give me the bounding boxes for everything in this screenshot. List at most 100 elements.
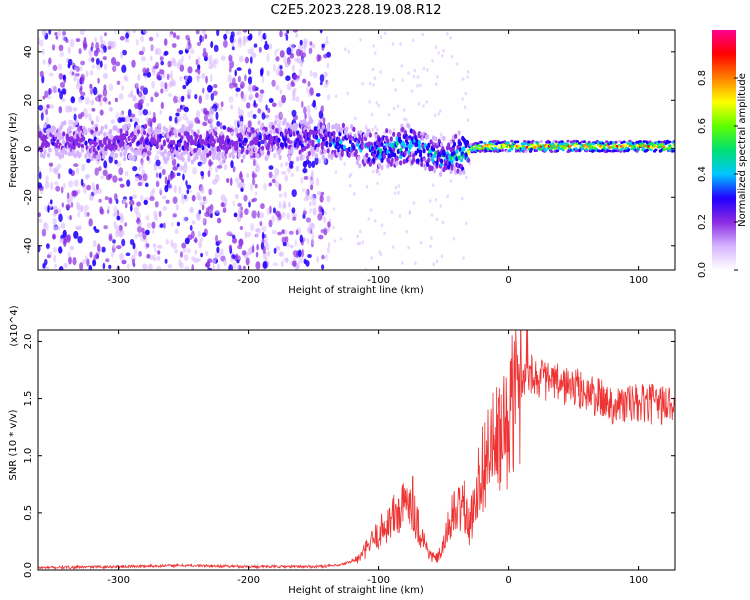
spectrogram-cell	[450, 54, 454, 59]
spectrogram-cell	[249, 195, 253, 204]
spectrogram-cell	[429, 139, 433, 145]
spectrogram-cell	[38, 212, 41, 218]
snr-x-tick-label: -100	[367, 575, 390, 586]
spectrogram-cell	[99, 109, 104, 116]
spectrogram-cell	[135, 38, 139, 46]
spectrogram-cell	[124, 222, 128, 227]
spectrogram-cell	[187, 66, 193, 74]
spectrogram-cell	[183, 194, 187, 200]
spectrogram-cell	[261, 231, 265, 240]
spectrogram-y-tick-label: 20	[23, 94, 34, 107]
spectrogram-cell	[325, 257, 331, 262]
spectrogram-cell	[75, 119, 79, 125]
spectrogram-cell	[196, 191, 201, 201]
spectrogram-cell	[327, 153, 331, 159]
spectrogram-cell	[243, 265, 246, 270]
spectrogram-cell	[45, 266, 49, 270]
spectrogram-cell	[161, 168, 166, 176]
spectrogram-cell	[278, 127, 282, 133]
spectrogram-cell	[383, 131, 386, 135]
spectrogram-cell	[163, 222, 166, 229]
spectrogram-cell	[261, 150, 265, 156]
spectrogram-cell	[272, 152, 277, 159]
spectrogram-cell	[513, 140, 518, 144]
spectrogram-cell	[266, 207, 270, 216]
spectrogram-cell	[179, 64, 185, 72]
spectrogram-cell	[171, 43, 177, 48]
spectrogram-cell	[409, 128, 413, 134]
spectrogram-cell	[447, 144, 451, 150]
spectrogram-cell	[304, 113, 307, 120]
spectrogram-cell	[171, 158, 177, 167]
spectrogram-cell	[186, 184, 192, 190]
spectrogram-cell	[240, 134, 244, 140]
spectrogram-cell	[348, 174, 352, 179]
spectrogram-cell	[302, 78, 307, 84]
spectrogram-cell	[58, 213, 63, 223]
spectrogram-cell	[98, 166, 102, 172]
spectrogram-cell	[119, 112, 124, 119]
spectrogram-cell	[530, 147, 534, 151]
spectrogram-cell	[306, 105, 311, 114]
spectrogram-cell	[432, 262, 436, 267]
spectrogram-cell	[75, 225, 80, 230]
spectrogram-cell	[493, 144, 498, 148]
spectrogram-cell	[105, 258, 110, 263]
spectrogram-cell	[647, 144, 651, 148]
spectrogram-cell	[73, 113, 77, 121]
spectrogram-cell	[159, 110, 163, 115]
spectrogram-cell	[41, 75, 45, 84]
spectrogram-cell	[311, 160, 316, 168]
spectrogram-cell	[132, 30, 137, 33]
spectrogram-cell	[614, 140, 618, 144]
spectrogram-cell	[102, 97, 108, 102]
spectrogram-cell	[186, 146, 190, 152]
spectrogram-cell	[466, 70, 470, 74]
spectrogram-cell	[232, 234, 236, 239]
spectrogram-cell	[108, 264, 112, 269]
spectrogram-cell	[61, 35, 67, 42]
spectrogram-cell	[75, 66, 80, 72]
spectrogram-cell	[163, 50, 169, 56]
spectrogram-cell	[293, 126, 297, 132]
spectrogram-cell	[372, 83, 375, 87]
spectrogram-cell	[86, 212, 90, 217]
spectrogram-cell	[61, 98, 66, 102]
spectrogram-cell	[259, 221, 263, 227]
spectrogram-cell	[193, 147, 197, 154]
spectrogram-cell	[64, 150, 68, 156]
spectrogram-cell	[157, 250, 161, 255]
spectrogram-cell	[105, 174, 112, 181]
spectrogram-cell	[209, 146, 213, 152]
spectrogram-cell	[72, 107, 78, 112]
spectrogram-cell	[292, 87, 297, 94]
spectrogram-cell	[310, 170, 314, 178]
spectrogram-cell	[426, 161, 430, 167]
spectrogram-cell	[73, 153, 77, 159]
spectrogram-cell	[190, 159, 194, 165]
spectrogram-cell	[189, 206, 194, 214]
spectrogram-cell	[495, 142, 499, 146]
spectrogram-cell	[281, 211, 286, 219]
spectrogram-cell	[210, 92, 214, 101]
spectrogram-cell	[450, 159, 454, 165]
spectrogram-cell	[46, 254, 51, 259]
spectrogram-cell	[486, 148, 490, 151]
spectrogram-cell	[209, 238, 215, 247]
spectrogram-cell	[252, 114, 257, 119]
spectrogram-cell	[566, 139, 570, 143]
spectrogram-cell	[271, 215, 275, 223]
spectrogram-cell	[302, 160, 308, 168]
spectrogram-cell	[162, 195, 167, 200]
spectrogram-cell	[571, 149, 575, 152]
spectrogram-cell	[218, 252, 222, 259]
spectrogram-cell	[112, 175, 118, 183]
spectrogram-cell	[465, 221, 468, 226]
spectrogram-cell	[233, 119, 239, 127]
spectrogram-cell	[59, 238, 64, 243]
spectrogram-cell	[284, 174, 289, 183]
spectrogram-cell	[352, 192, 356, 196]
spectrogram-cell	[49, 166, 53, 173]
spectrogram-cell	[131, 131, 135, 137]
spectrogram-cell	[219, 122, 223, 130]
